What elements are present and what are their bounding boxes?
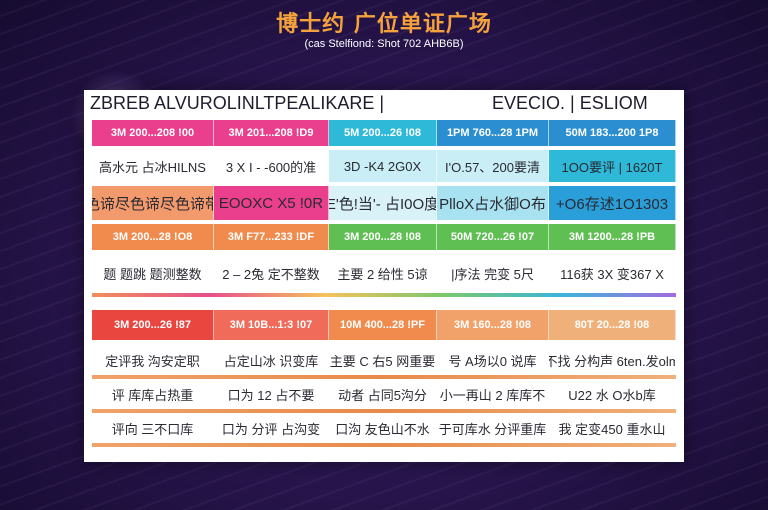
table-header-cell: 3M 10B...1:3 !07 (214, 310, 329, 340)
table-cell: PlloX占水御O布 (437, 186, 549, 220)
row-separator (92, 409, 676, 413)
row-separator (92, 293, 676, 297)
table-cell: 主要 C 右5 网重要 (329, 346, 437, 374)
table-cell: 小一再山 2 库库不 (437, 380, 549, 408)
schedule-card: ZBREB ALVUROLINLTPEALIKARE | EVECIO. | E… (84, 90, 684, 462)
table-cell: EOOXC X5 !0R (214, 186, 329, 220)
table-cell: I'O.57、200要清 (437, 150, 549, 182)
table-cell: |序法 完变 5尺 (437, 254, 549, 292)
table-cell: 口沟 友色山不水 (329, 414, 437, 442)
table-cell: 1OO要评 | 1620T (549, 150, 676, 182)
table-cell: E'色!当'- 占I0O度 (329, 186, 437, 220)
table-header-cell: 3M 200...26 !87 (92, 310, 214, 340)
table-cell: 口为 分评 占沟变 (214, 414, 329, 442)
table-cell: 色谛尽色谛尽色谛带 (92, 186, 214, 220)
table-cell: 题 题跳 题测整数 (92, 254, 214, 292)
table-cell: 高水元 占冰HILNS (92, 150, 214, 182)
table-header-cell: 3M 1200...28 !PB (549, 224, 676, 250)
table-cell: 116获 3X 变367 X (549, 254, 676, 292)
card-header-left: ZBREB ALVUROLINLTPEALIKARE | (90, 93, 385, 113)
table-cell: 3 X I - -600的准 (214, 150, 329, 182)
table-cell: 2 – 2兔 定不整数 (214, 254, 329, 292)
row-separator (92, 375, 676, 379)
table-header-cell: 50M 183...200 1P8 (549, 120, 676, 146)
table-header-cell: 80T 20...28 !08 (549, 310, 676, 340)
table-cell: +O6存述1O1303 (549, 186, 676, 220)
table-cell: 评 库库占热重 (92, 380, 214, 408)
table-cell: 不找 分构声 6ten.发olm (549, 346, 676, 374)
table-cell: 评向 三不口库 (92, 414, 214, 442)
table-cell: U22 水 O水b库 (549, 380, 676, 408)
table-cell: 我 定变450 重水山 (549, 414, 676, 442)
table-header-cell: 3M F77...233 !DF (214, 224, 329, 250)
row-separator (92, 443, 676, 447)
table-header-cell: 5M 200...26 !08 (329, 120, 437, 146)
table-header-cell: 3M 201...208 !D9 (214, 120, 329, 146)
table-cell: 3D -K4 2G0X (329, 150, 437, 182)
table-header-cell: 3M 200...28 !O8 (92, 224, 214, 250)
card-header: ZBREB ALVUROLINLTPEALIKARE | EVECIO. | E… (84, 90, 684, 116)
page-subtitle: (cas Stelfiond: Shot 702 AHB6B) (304, 38, 464, 50)
table-header-cell: 3M 200...28 !08 (329, 224, 437, 250)
table-header-cell: 3M 160...28 !08 (437, 310, 549, 340)
table-header-cell: 50M 720...26 !07 (437, 224, 549, 250)
table-cell: 口为 12 占不要 (214, 380, 329, 408)
page-title: 博士约 广位单证广场 (276, 12, 492, 37)
table-cell: 主要 2 给性 5谅 (329, 254, 437, 292)
card-header-right: EVECIO. | ESLIOM (492, 93, 648, 113)
table-cell: 于可库水 分评重库 (437, 414, 549, 442)
table-header-cell: 10M 400...28 !PF (329, 310, 437, 340)
table-cell: 动者 占同5沟分 (329, 380, 437, 408)
table-cell: 定评我 沟安定职 (92, 346, 214, 374)
table-header-cell: 3M 200...208 !00 (92, 120, 214, 146)
table-cell: 号 A场以0 说库 (437, 346, 549, 374)
table-cell: 占定山冰 识变库 (214, 346, 329, 374)
table-header-cell: 1PM 760...28 1PM (437, 120, 549, 146)
